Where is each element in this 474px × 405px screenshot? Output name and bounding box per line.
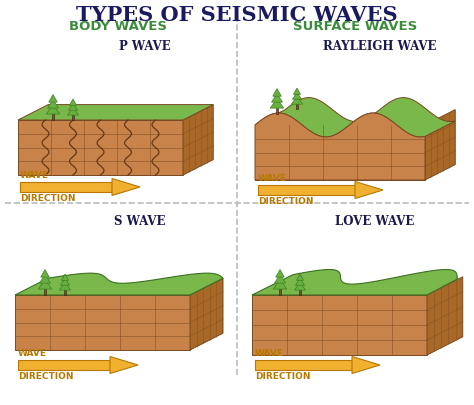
Polygon shape [273,280,287,289]
Text: DIRECTION: DIRECTION [255,372,310,381]
Polygon shape [292,96,302,104]
Bar [296,104,298,109]
Polygon shape [425,110,455,180]
Polygon shape [47,100,58,108]
Polygon shape [293,88,301,94]
Text: WAVE: WAVE [20,171,49,180]
Bar [258,185,355,195]
Text: WAVE: WAVE [255,349,284,358]
Polygon shape [427,277,463,355]
Text: DIRECTION: DIRECTION [258,197,313,206]
Polygon shape [355,181,383,198]
Polygon shape [70,99,76,105]
Text: P WAVE: P WAVE [119,40,171,53]
Bar [18,360,110,370]
Polygon shape [270,99,284,108]
Polygon shape [15,295,190,350]
Polygon shape [252,295,427,355]
Polygon shape [41,269,49,277]
Bar [72,115,74,120]
Polygon shape [46,105,60,114]
Polygon shape [18,120,183,175]
Polygon shape [39,275,51,283]
Polygon shape [255,125,425,180]
Polygon shape [292,92,301,99]
Polygon shape [252,269,457,295]
Text: LOVE WAVE: LOVE WAVE [335,215,415,228]
Polygon shape [272,94,283,102]
Polygon shape [38,280,52,289]
Polygon shape [183,104,213,175]
Bar [276,108,278,114]
Text: S WAVE: S WAVE [114,215,166,228]
Bar [52,114,54,120]
Text: BODY WAVES: BODY WAVES [69,20,167,33]
Polygon shape [15,273,223,295]
Polygon shape [61,278,70,285]
Polygon shape [62,274,69,280]
Polygon shape [110,356,138,373]
Polygon shape [273,89,281,96]
Polygon shape [255,113,425,180]
Polygon shape [276,269,284,277]
Bar [299,290,301,295]
Polygon shape [49,94,57,102]
Text: WAVE: WAVE [258,174,287,183]
Polygon shape [68,103,78,110]
Polygon shape [190,278,223,350]
Polygon shape [297,274,303,280]
Polygon shape [18,104,213,120]
Text: DIRECTION: DIRECTION [20,194,75,203]
Polygon shape [274,275,285,283]
Text: DIRECTION: DIRECTION [18,372,73,381]
Bar [64,290,66,295]
Polygon shape [255,98,455,137]
Bar [44,289,46,295]
Polygon shape [294,282,306,290]
Polygon shape [59,282,71,290]
Bar [279,289,281,295]
Text: TYPES OF SEISMIC WAVES: TYPES OF SEISMIC WAVES [76,5,398,25]
Polygon shape [112,179,140,196]
Text: WAVE: WAVE [18,349,47,358]
Polygon shape [67,107,79,115]
Bar [255,360,352,370]
Bar [20,182,112,192]
Text: SURFACE WAVES: SURFACE WAVES [293,20,417,33]
Polygon shape [352,356,380,373]
Polygon shape [295,278,305,285]
Text: RAYLEIGH WAVE: RAYLEIGH WAVE [323,40,437,53]
